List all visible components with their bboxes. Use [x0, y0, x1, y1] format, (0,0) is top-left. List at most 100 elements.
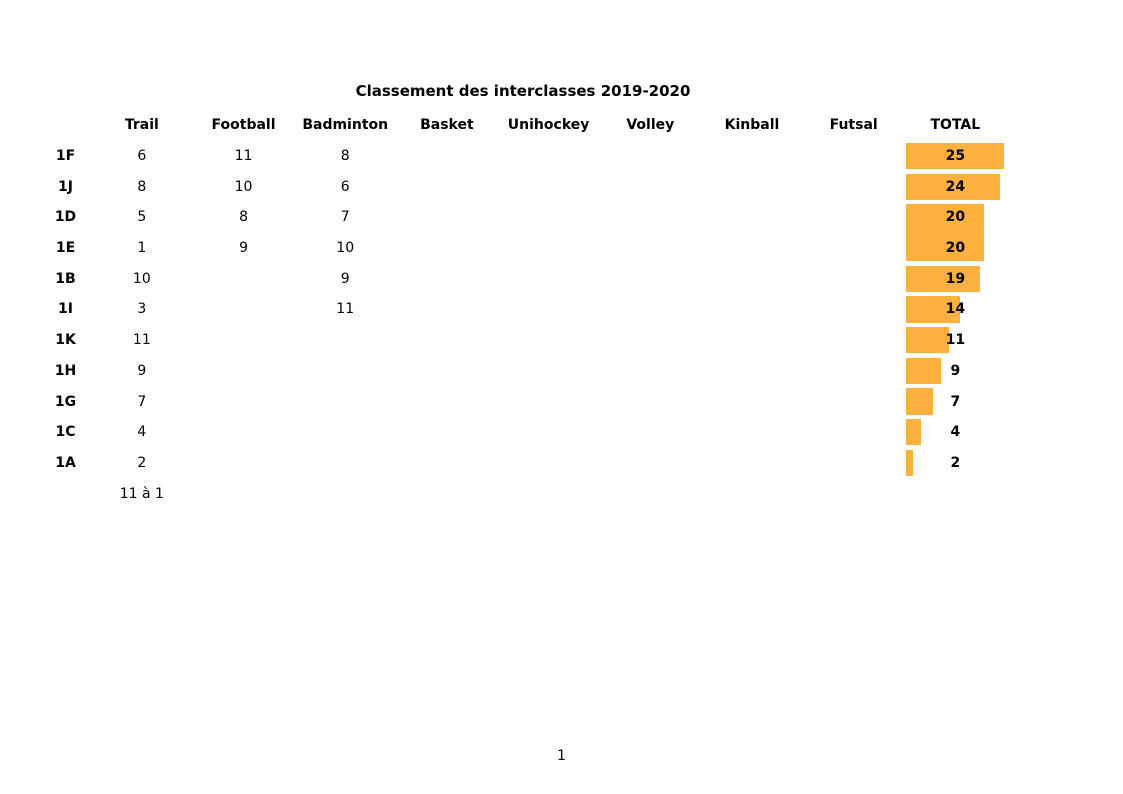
- value-cell: [599, 386, 701, 417]
- value-cell: [803, 171, 905, 202]
- value-cell-text: 8: [340, 148, 350, 165]
- value-cell: 3: [91, 294, 193, 325]
- total-value: 19: [945, 270, 966, 287]
- value-cell: [396, 448, 498, 479]
- value-cell: [803, 325, 905, 356]
- row-label: 1G: [40, 386, 91, 417]
- total-cell: 25: [905, 141, 1007, 172]
- column-header-text: Futsal: [829, 117, 878, 134]
- row-label-text: 1I: [58, 301, 73, 318]
- column-header: TOTAL: [905, 110, 1007, 141]
- value-cell: [498, 171, 600, 202]
- value-cell: [701, 141, 803, 172]
- total-value: 11: [945, 332, 966, 349]
- column-header-text: Trail: [124, 117, 159, 134]
- value-cell: [599, 171, 701, 202]
- value-cell: 7: [91, 386, 193, 417]
- value-cell-text: 7: [137, 393, 147, 410]
- column-header-text: Kinball: [724, 117, 780, 134]
- value-cell: [701, 448, 803, 479]
- value-cell: [294, 356, 396, 387]
- column-header: Kinball: [701, 110, 803, 141]
- value-cell: 6: [294, 171, 396, 202]
- value-cell: [803, 478, 905, 509]
- row-label: 1I: [40, 294, 91, 325]
- total-bar: [905, 419, 922, 446]
- value-cell: 11: [193, 141, 295, 172]
- value-cell: [599, 294, 701, 325]
- value-cell: [498, 417, 600, 448]
- value-cell: [599, 202, 701, 233]
- value-cell: [599, 417, 701, 448]
- row-label-text: 1F: [55, 148, 76, 165]
- row-label: 1J: [40, 171, 91, 202]
- value-cell-text: 8: [239, 209, 248, 226]
- column-header-text: Badminton: [302, 117, 389, 134]
- row-label-text: 1A: [55, 454, 76, 471]
- total-bar: [905, 142, 1004, 170]
- value-cell: [701, 325, 803, 356]
- page-number: 1: [557, 748, 566, 764]
- row-label: 1H: [40, 356, 91, 387]
- total-value: 2: [950, 454, 961, 471]
- value-cell: [498, 448, 600, 479]
- value-cell: 8: [294, 141, 396, 172]
- value-cell: [396, 325, 498, 356]
- total-value: 14: [945, 301, 966, 318]
- column-header: Unihockey: [498, 110, 600, 141]
- row-label-text: 1H: [54, 362, 77, 379]
- value-cell: [294, 386, 396, 417]
- total-cell: 14: [905, 294, 1007, 325]
- value-cell: [396, 294, 498, 325]
- value-cell: [498, 202, 600, 233]
- total-cell: 11: [905, 325, 1007, 356]
- total-cell: [905, 478, 1007, 509]
- value-cell-text: 11: [234, 148, 253, 165]
- value-cell-text: 6: [137, 148, 147, 165]
- value-cell: 4: [91, 417, 193, 448]
- value-cell: [803, 233, 905, 264]
- value-cell: 5: [91, 202, 193, 233]
- total-cell: 9: [905, 356, 1007, 387]
- row-label: 1D: [40, 202, 91, 233]
- value-cell: [294, 325, 396, 356]
- value-cell: [701, 356, 803, 387]
- value-cell-text: 10: [234, 178, 253, 195]
- value-cell: [396, 386, 498, 417]
- value-cell: [599, 448, 701, 479]
- total-bar: [905, 230, 984, 262]
- value-cell: [193, 325, 295, 356]
- value-cell: [701, 202, 803, 233]
- value-cell: 11: [294, 294, 396, 325]
- row-label-text: 1K: [55, 332, 76, 349]
- total-value: 20: [945, 240, 966, 257]
- value-cell: [701, 233, 803, 264]
- column-header: Badminton: [294, 110, 396, 141]
- column-header: Trail: [91, 110, 193, 141]
- row-label: [40, 478, 91, 509]
- value-cell: [396, 202, 498, 233]
- value-cell: [599, 325, 701, 356]
- value-cell: 10: [91, 263, 193, 294]
- value-cell: 8: [91, 171, 193, 202]
- value-cell: [701, 417, 803, 448]
- total-cell: 4: [905, 417, 1007, 448]
- value-cell-text: 9: [239, 240, 248, 257]
- total-bar: [905, 173, 1000, 200]
- value-cell-text: 11: [336, 301, 355, 318]
- value-cell: [193, 448, 295, 479]
- value-cell: [701, 263, 803, 294]
- value-cell: 2: [91, 448, 193, 479]
- value-cell: [396, 233, 498, 264]
- value-cell: [193, 386, 295, 417]
- total-bar: [905, 327, 949, 354]
- value-cell-text: 3: [137, 301, 147, 318]
- value-cell: [803, 386, 905, 417]
- value-cell-text: 2: [137, 454, 147, 471]
- value-cell: [803, 448, 905, 479]
- value-cell: [599, 233, 701, 264]
- value-cell: [193, 294, 295, 325]
- page-title: Classement des interclasses 2019-2020: [355, 82, 691, 100]
- value-cell: [396, 141, 498, 172]
